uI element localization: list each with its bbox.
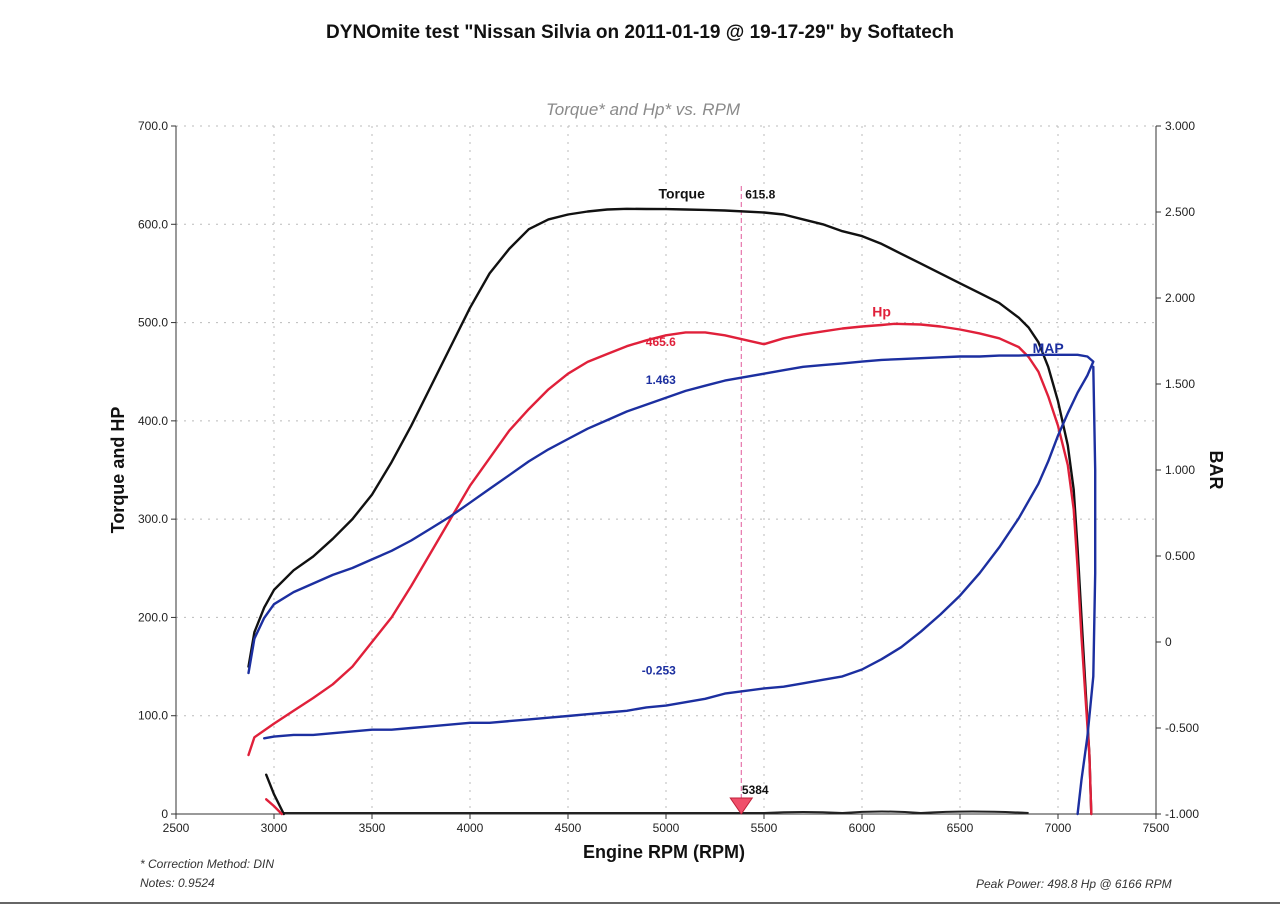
hp-data-label: 465.6 — [646, 335, 676, 349]
x-tick-label: 6000 — [849, 821, 876, 835]
x-tick-label: 7500 — [1143, 821, 1170, 835]
bottom-rule — [0, 902, 1280, 904]
y-tick-label: 700.0 — [138, 119, 168, 133]
x-tick-label: 2500 — [163, 821, 190, 835]
y2-tick-label: 0 — [1165, 635, 1172, 649]
y2-tick-label: -0.500 — [1165, 721, 1199, 735]
torque-series-line — [247, 207, 1093, 816]
x-tick-label: 7000 — [1045, 821, 1072, 835]
y-tick-label: 400.0 — [138, 414, 168, 428]
map-series-line — [247, 353, 1095, 740]
hp-series-line — [247, 322, 1093, 816]
hp-series-tail — [265, 798, 283, 816]
y2-tick-label: 0.500 — [1165, 549, 1195, 563]
y2-tick-label: -1.000 — [1165, 807, 1199, 821]
correction-method-note: * Correction Method: DIN — [140, 857, 275, 871]
hp-data-label: Hp — [872, 304, 891, 320]
torque-data-label: 615.8 — [745, 188, 775, 202]
label-layer: Torque* and Hp* vs. RPM Engine RPM (RPM) T… — [108, 100, 1226, 862]
zero-baseline-trace — [283, 810, 1029, 815]
rpm-cursor-marker[interactable] — [729, 797, 754, 815]
map-data-label: MAP — [1033, 340, 1064, 356]
y-tick-label: 600.0 — [138, 217, 168, 231]
map-series-tail — [1076, 365, 1097, 816]
x-tick-label: 5000 — [653, 821, 680, 835]
x-tick-label: 3500 — [359, 821, 386, 835]
x-axis-label: Engine RPM (RPM) — [583, 842, 745, 862]
chart-title: Torque* and Hp* vs. RPM — [546, 100, 741, 119]
series-layer — [247, 207, 1097, 816]
y2-tick-label: 2.500 — [1165, 205, 1195, 219]
y2-tick-label: 2.000 — [1165, 291, 1195, 305]
torque-data-label: Torque — [658, 186, 705, 202]
x-tick-label: 5500 — [751, 821, 778, 835]
y-tick-label: 300.0 — [138, 512, 168, 526]
torque-series-tail — [265, 773, 285, 816]
map-data-label: 1.463 — [646, 373, 676, 387]
y-tick-label: 500.0 — [138, 316, 168, 330]
grid-layer — [175, 125, 1157, 814]
x-tick-label: 6500 — [947, 821, 974, 835]
page-title: DYNOmite test "Nissan Silvia on 2011-01-… — [326, 22, 954, 43]
axes-layer: 2500 3000 3500 4000 4500 5000 5500 6000 6500 7000… — [138, 119, 1199, 835]
y2-tick-label: 1.000 — [1165, 463, 1195, 477]
y-tick-label: 0 — [161, 807, 168, 821]
y2-tick-label: 1.500 — [1165, 377, 1195, 391]
x-tick-label: 4500 — [555, 821, 582, 835]
y2-axis-label: BAR — [1206, 451, 1226, 490]
peak-power-note: Peak Power: 498.8 Hp @ 6166 RPM — [976, 877, 1172, 891]
notes-text: Notes: 0.9524 — [140, 876, 215, 890]
y-tick-label: 100.0 — [138, 709, 168, 723]
rpm-cursor-label: 5384 — [742, 783, 769, 797]
y-tick-label: 200.0 — [138, 610, 168, 624]
x-tick-label: 4000 — [457, 821, 484, 835]
x-tick-label: 3000 — [261, 821, 288, 835]
map-data-label: -0.253 — [642, 664, 676, 678]
y-axis-label: Torque and HP — [108, 407, 128, 534]
y2-tick-label: 3.000 — [1165, 119, 1195, 133]
